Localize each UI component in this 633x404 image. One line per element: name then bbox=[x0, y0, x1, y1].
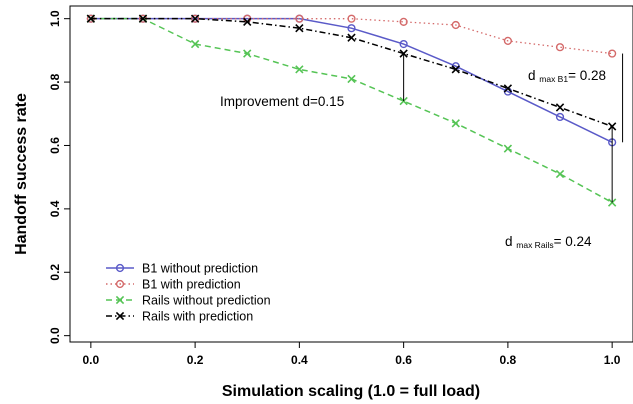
marker-stroke bbox=[451, 119, 460, 128]
plot-frame bbox=[69, 5, 633, 343]
marker-stroke bbox=[347, 74, 356, 84]
improvement-label: Improvement d=0.15 bbox=[220, 94, 344, 109]
marker-stroke bbox=[295, 65, 304, 74]
marker-stroke bbox=[115, 295, 125, 305]
data-point bbox=[347, 14, 356, 23]
data-point bbox=[347, 74, 356, 84]
data-point bbox=[451, 65, 460, 74]
data-point bbox=[503, 84, 513, 93]
dmax-rails-label: d max Rails= 0.24 bbox=[505, 234, 592, 250]
data-point bbox=[503, 144, 513, 153]
marker-stroke bbox=[190, 14, 200, 23]
series-rails-without-prediction bbox=[86, 14, 617, 207]
data-point bbox=[399, 17, 408, 26]
y-tick-label: 1.0 bbox=[48, 10, 62, 27]
data-point bbox=[86, 14, 96, 23]
series-line bbox=[90, 18, 613, 55]
legend-swatch-marker bbox=[115, 279, 125, 289]
data-point bbox=[295, 65, 304, 74]
legend-label: B1 without prediction bbox=[142, 262, 258, 276]
marker-stroke bbox=[503, 84, 513, 93]
y-tick-label: 0.2 bbox=[48, 264, 62, 281]
data-point bbox=[555, 43, 565, 52]
data-point bbox=[243, 17, 252, 27]
data-point bbox=[138, 14, 148, 23]
legend-item: Rails without prediction bbox=[106, 294, 271, 308]
marker-stroke bbox=[295, 24, 304, 33]
marker-stroke bbox=[347, 33, 356, 42]
legend: B1 without prediction B1 with prediction R… bbox=[106, 262, 271, 324]
legend-swatch-marker bbox=[115, 311, 125, 321]
y-axis-title: Handoff success rate bbox=[13, 93, 30, 255]
data-point bbox=[503, 36, 512, 45]
data-point bbox=[347, 33, 356, 42]
x-axis-title: Simulation scaling (1.0 = full load) bbox=[222, 383, 480, 400]
data-point bbox=[243, 49, 252, 58]
annotation-layer: Improvement d=0.15 d max B1= 0.28 d max Ra… bbox=[220, 53, 624, 250]
legend-swatch-marker bbox=[115, 263, 125, 273]
data-point bbox=[451, 20, 460, 30]
legend-item: Rails with prediction bbox=[106, 310, 253, 324]
data-point bbox=[555, 169, 565, 179]
legend-label: Rails with prediction bbox=[142, 310, 253, 324]
data-point bbox=[399, 39, 408, 49]
x-tick-label: 0.2 bbox=[187, 353, 204, 367]
x-tick-label: 0.8 bbox=[500, 353, 517, 367]
data-point bbox=[295, 14, 304, 23]
x-tick-label: 0.0 bbox=[83, 353, 100, 367]
marker-stroke bbox=[555, 169, 565, 179]
data-point bbox=[191, 14, 200, 23]
dmax-b1-label: d max B1= 0.28 bbox=[528, 68, 606, 84]
data-point bbox=[347, 24, 356, 33]
x-tick-label: 0.4 bbox=[291, 353, 308, 367]
marker-stroke bbox=[86, 14, 96, 23]
x-tick-label: 1.0 bbox=[604, 353, 621, 367]
marker-stroke bbox=[451, 65, 460, 74]
y-axis: 0.0 0.2 0.4 0.6 0.8 1.0 bbox=[48, 10, 70, 344]
marker-stroke bbox=[115, 311, 125, 321]
marker-stroke bbox=[243, 17, 252, 27]
y-tick-label: 0.8 bbox=[48, 73, 62, 90]
data-point bbox=[451, 119, 460, 128]
marker-stroke bbox=[190, 39, 200, 49]
y-tick-label: 0.6 bbox=[48, 137, 62, 154]
series-line bbox=[90, 17, 613, 204]
data-point bbox=[608, 49, 617, 58]
legend-label: B1 with prediction bbox=[142, 278, 241, 292]
legend-label: Rails without prediction bbox=[142, 294, 271, 308]
data-point bbox=[555, 103, 565, 112]
legend-item: B1 with prediction bbox=[106, 278, 241, 292]
series-b1-with-prediction bbox=[86, 14, 617, 58]
marker-stroke bbox=[555, 103, 565, 112]
x-tick-label: 0.6 bbox=[395, 353, 412, 367]
data-point bbox=[190, 39, 200, 49]
legend-swatch-marker bbox=[115, 295, 125, 305]
series-rails-with-prediction bbox=[86, 14, 617, 131]
marker-stroke bbox=[138, 14, 148, 23]
data-point bbox=[555, 112, 565, 122]
y-tick-label: 0.0 bbox=[48, 327, 62, 344]
marker-stroke bbox=[503, 144, 513, 153]
x-axis: 0.0 0.2 0.4 0.6 0.8 1.0 bbox=[83, 342, 621, 367]
series-layer bbox=[86, 14, 617, 207]
data-point bbox=[190, 14, 200, 23]
data-point bbox=[295, 24, 304, 33]
y-tick-label: 0.4 bbox=[48, 200, 62, 217]
legend-item: B1 without prediction bbox=[106, 262, 258, 276]
marker-stroke bbox=[243, 49, 252, 58]
